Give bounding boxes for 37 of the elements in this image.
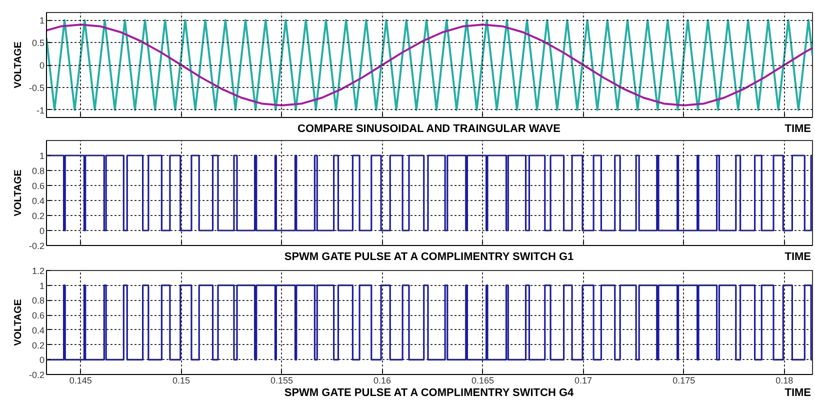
y-tick-label: 0.4: [32, 325, 45, 336]
y-tick-label: 1: [39, 151, 45, 161]
y-axis-title: VOLTAGE: [12, 41, 24, 88]
x-axis-title: SPWM GATE PULSE AT A COMPLIMENTRY SWITCH G1: [284, 251, 574, 263]
y-tick-label: -0.2: [28, 241, 45, 251]
y-tick-label: 0.4: [32, 196, 45, 206]
x-tick-label: 0.15: [172, 376, 190, 386]
y-tick-label: 1.2: [32, 266, 45, 276]
y-tick-label: 0: [39, 226, 45, 236]
x-axis-title: COMPARE SINUSOIDAL AND TRAINGULAR WAVE: [298, 123, 560, 135]
x-tick-label: 0.17: [574, 376, 592, 386]
y-tick-label: 0: [39, 355, 45, 366]
y-tick-label: 1: [39, 16, 45, 26]
y-tick-label: 0.5: [32, 38, 45, 48]
text: TIME: [784, 386, 811, 401]
x-tick-label: 0.175: [672, 376, 696, 386]
text: TIME: [784, 250, 811, 265]
y-tick-label: 0.6: [32, 181, 45, 191]
x-tick-label: 0.16: [373, 376, 392, 386]
y-axis-title: VOLTAGE: [12, 298, 24, 346]
y-tick-label: -0.2: [28, 370, 45, 380]
x-tick-label: 0.155: [270, 376, 293, 386]
y-tick-label: 0: [39, 60, 45, 70]
x-tick-label: 0.165: [472, 376, 494, 386]
y-tick-label: -1: [36, 105, 45, 116]
y-tick-label: 0.2: [32, 211, 45, 221]
y-tick-label: 0.2: [32, 340, 45, 350]
y-tick-label: 1: [39, 280, 45, 291]
x-tick-label: 0.145: [69, 376, 92, 386]
x-axis-title: SPWM GATE PULSE AT A COMPLIMENTRY SWITCH G4: [284, 387, 574, 399]
y-tick-label: -0.5: [28, 82, 45, 93]
y-tick-label: 0.8: [32, 166, 45, 176]
y-axis-title: VOLTAGE: [12, 169, 24, 216]
text: TIME: [784, 122, 811, 137]
y-tick-label: 0.8: [32, 296, 45, 306]
y-tick-label: 0.6: [32, 310, 45, 321]
x-tick-label: 0.18: [776, 376, 794, 386]
